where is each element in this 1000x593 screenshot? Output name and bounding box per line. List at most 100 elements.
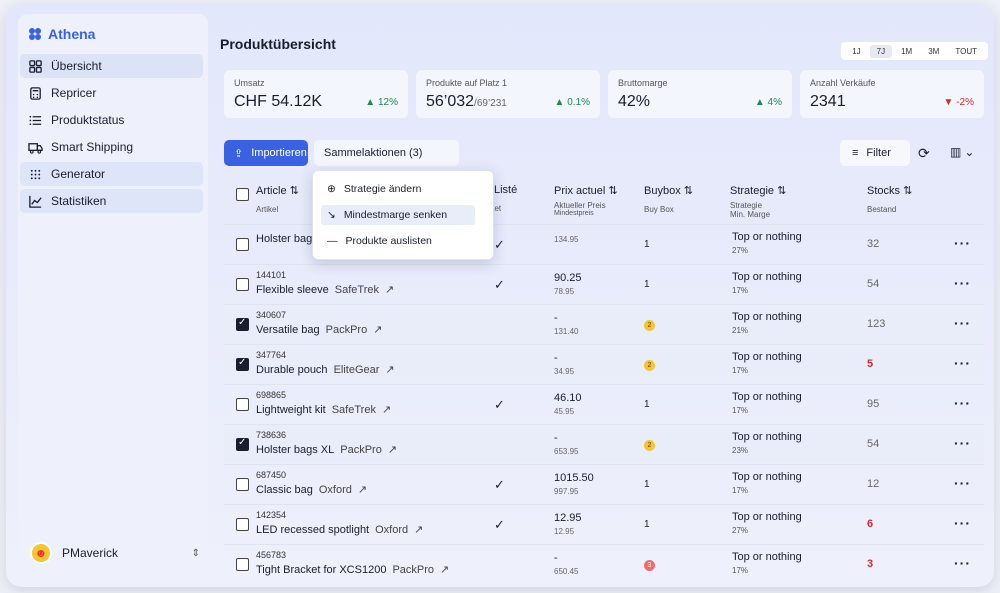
row-checkbox[interactable] <box>236 437 249 451</box>
table-row[interactable]: 698865 Lightweight kit SafeTrek ↗ ✓ 46.10 45.9… <box>224 384 984 423</box>
table-row[interactable]: Holster bags ✓ 134.95 1 Top or nothing 27% 32 ·… <box>224 224 984 263</box>
sidebar-item-label: Übersicht <box>51 59 102 73</box>
current-price: 90.25 <box>554 272 582 284</box>
external-link-icon[interactable]: ↗ <box>373 324 383 336</box>
sidebar-item-label: Statistiken <box>51 194 107 208</box>
range-tout[interactable]: TOUT <box>955 46 977 56</box>
minus-icon: — <box>327 235 338 247</box>
external-link-icon[interactable]: ↗ <box>381 404 392 416</box>
menu-item-change-strategy[interactable]: ⊕ Strategie ändern <box>327 183 422 195</box>
more-options-icon[interactable]: ··· <box>954 555 971 571</box>
listed-check-icon: ✓ <box>494 517 505 532</box>
row-checkbox[interactable] <box>236 317 249 331</box>
trend-down-icon: ↘ <box>327 209 336 221</box>
current-price: - <box>554 352 558 364</box>
article-cell: 738636 Holster bags XL PackPro ↗ <box>256 430 397 456</box>
sidebar-item-repricer[interactable]: Repricer <box>20 81 203 105</box>
sidebar-item-statistiken[interactable]: Statistiken <box>20 189 203 213</box>
row-checkbox[interactable] <box>236 278 249 291</box>
row-checkbox[interactable] <box>236 478 249 491</box>
import-button[interactable]: ⇪ Importieren <box>224 140 308 166</box>
article-id: 456783 <box>256 550 287 560</box>
range-1j[interactable]: 1J <box>852 46 861 56</box>
table-row[interactable]: 340607 Versatile bag PackPro ↗ - 131.40 2 Top o… <box>224 304 984 343</box>
sidebar-item-uebersicht[interactable]: Übersicht <box>20 54 203 78</box>
external-link-icon[interactable]: ↗ <box>357 484 368 496</box>
article-name: Lightweight kit <box>256 404 326 416</box>
row-checkbox[interactable] <box>236 518 249 531</box>
external-link-icon[interactable]: ↗ <box>440 564 450 576</box>
columns-button[interactable]: ▥ ⌄ <box>950 145 974 159</box>
range-1m[interactable]: 1M <box>901 46 913 56</box>
article-cell: Holster bags <box>256 230 324 245</box>
strategy-name: Top or nothing <box>732 471 802 483</box>
table-row[interactable]: 456783 Tight Bracket for XCS1200 PackPro ↗ -… <box>224 544 984 583</box>
external-link-icon[interactable]: ↗ <box>387 444 398 456</box>
strategy-cell: Top or nothing 27% <box>732 231 802 255</box>
bulk-actions-button[interactable]: Sammelaktionen (3) <box>314 140 459 166</box>
more-options-icon[interactable]: ··· <box>954 515 971 531</box>
strategy-margin: 17% <box>732 406 749 415</box>
stock-value: 3 <box>867 558 874 570</box>
article-name: LED recessed spotlight <box>256 524 370 536</box>
strategy-margin: 17% <box>732 286 749 295</box>
more-options-icon[interactable]: ··· <box>954 275 971 291</box>
row-checkbox[interactable] <box>236 558 249 571</box>
table-row[interactable]: 144101 Flexible sleeve SafeTrek ↗ ✓ 90.25 78.9… <box>224 264 984 303</box>
col-buybox[interactable]: Buybox ⇅ Buy Box <box>644 185 693 214</box>
kpi-value: 42% <box>618 93 651 110</box>
refresh-icon[interactable]: ⟳ <box>918 145 930 161</box>
more-options-icon[interactable]: ··· <box>954 475 971 491</box>
range-3m[interactable]: 3M <box>928 46 940 56</box>
select-all-checkbox[interactable] <box>236 188 249 201</box>
menu-item-delist[interactable]: — Produkte auslisten <box>327 235 432 247</box>
sidebar-item-label: Smart Shipping <box>51 140 134 154</box>
buybox-badge: 2 <box>644 360 655 371</box>
row-checkbox[interactable] <box>236 398 249 411</box>
kpi-delta: ▲ 12% <box>365 97 398 108</box>
external-link-icon[interactable]: ↗ <box>414 524 424 536</box>
col-strategy[interactable]: Strategie ⇅ Strategie Min. Marge <box>730 185 787 219</box>
external-link-icon[interactable]: ↗ <box>385 284 395 296</box>
kpi-value: 2341 <box>810 93 846 110</box>
sidebar-item-label: Repricer <box>51 86 97 100</box>
table-row[interactable]: 347764 Durable pouch EliteGear ↗ - 34.95 2 Top … <box>224 344 984 383</box>
kpi-value: 56’032/69’231 <box>426 93 507 110</box>
menu-item-lower-margin[interactable]: ↘ Mindestmarge senken <box>321 205 475 225</box>
filter-button[interactable]: ≡ Filter <box>840 140 910 166</box>
more-options-icon[interactable]: ··· <box>954 435 971 451</box>
row-checkbox[interactable] <box>236 357 249 371</box>
col-stocks[interactable]: Stocks ⇅ Bestand <box>867 185 913 214</box>
more-options-icon[interactable]: ··· <box>954 355 971 371</box>
current-price: - <box>554 312 558 324</box>
table-row[interactable]: 687450 Classic bag Oxford ↗ ✓ 1015.50 997.95 1 T… <box>224 464 984 503</box>
article-id: 738636 <box>256 430 287 440</box>
user-menu[interactable]: ☻ PMaverick ⇕ <box>30 542 200 564</box>
sidebar-item-produktstatus[interactable]: Produktstatus <box>20 108 203 132</box>
more-options-icon[interactable]: ··· <box>954 315 971 331</box>
price-cell: 46.10 45.95 <box>554 392 582 416</box>
table-row[interactable]: 738636 Holster bags XL PackPro ↗ - 653.95 2 Top… <box>224 424 984 463</box>
strategy-margin: 27% <box>732 246 749 255</box>
external-link-icon[interactable]: ↗ <box>385 364 395 376</box>
more-options-icon[interactable]: ··· <box>954 395 971 411</box>
range-7j[interactable]: 7J <box>869 44 893 58</box>
col-article[interactable]: Article ⇅ Artikel <box>256 185 299 214</box>
min-price: 134.95 <box>554 235 579 244</box>
row-checkbox[interactable] <box>236 238 249 251</box>
more-options-icon[interactable]: ··· <box>954 235 971 251</box>
price-cell: - 653.95 <box>554 432 578 456</box>
current-price: - <box>554 552 558 564</box>
strategy-name: Top or nothing <box>732 351 802 363</box>
listed-check-icon: ✓ <box>494 477 505 492</box>
logo: Athena <box>28 26 95 42</box>
col-price[interactable]: Prix actuel ⇅ Aktueller Preis Mindestpre… <box>554 185 618 217</box>
sidebar-item-smart-shipping[interactable]: Smart Shipping <box>20 135 203 159</box>
article-id: 347764 <box>256 350 287 360</box>
col-listed[interactable]: Listé Gelistet <box>474 184 518 213</box>
table-row[interactable]: 142354 LED recessed spotlight Oxford ↗ ✓ 12.9… <box>224 504 984 543</box>
sidebar-item-generator[interactable]: Generator <box>20 162 203 186</box>
buybox-cell: 3 <box>644 559 655 571</box>
kpi-label: Bruttomarge <box>618 78 668 88</box>
kpi-card-bruttomarge: Bruttomarge 42% ▲ 4% <box>608 70 792 118</box>
